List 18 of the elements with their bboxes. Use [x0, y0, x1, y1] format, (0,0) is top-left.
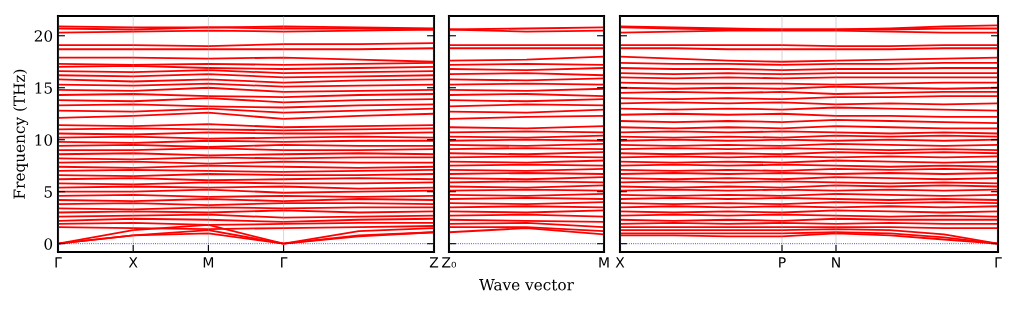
x-tick-label: X [615, 257, 625, 268]
x-tick-label: N [832, 257, 840, 268]
y-tick-label: 5 [44, 186, 52, 198]
x-axis-title: Wave vector [479, 279, 574, 291]
y-tick-label: 20 [34, 30, 53, 42]
y-tick-label: 10 [35, 134, 53, 146]
x-tick-label: X [128, 257, 138, 268]
x-tick-label: P [779, 257, 786, 268]
x-tick-label: Γ [55, 257, 62, 268]
y-tick-label: 0 [44, 238, 53, 250]
x-tick-label: Γ [995, 257, 1002, 268]
x-tick-label: Z₀ [442, 257, 457, 268]
x-tick-label: M [203, 257, 214, 268]
x-tick-label: Γ [281, 257, 288, 268]
y-axis-title: Frequency (THz) [13, 69, 29, 199]
x-tick-label: Z [429, 257, 439, 268]
x-tick-label: M [599, 257, 609, 268]
y-tick-label: 15 [35, 82, 52, 94]
